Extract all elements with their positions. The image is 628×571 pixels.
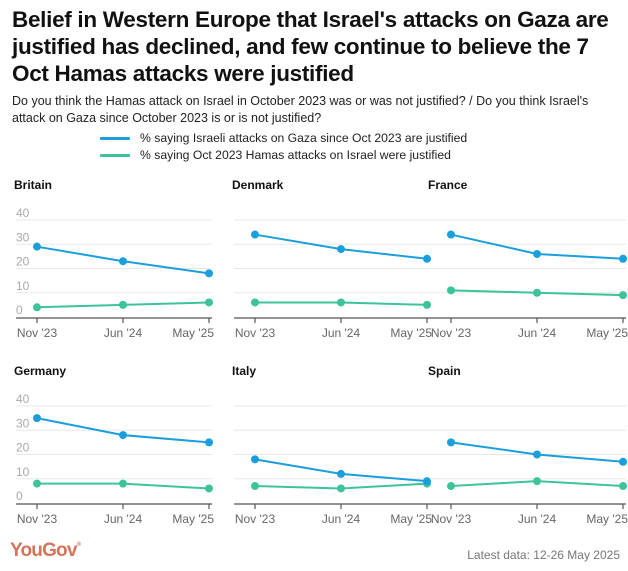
y-tick-label: 0 xyxy=(16,489,23,503)
hamas-data-point xyxy=(533,477,541,486)
y-tick-label: 20 xyxy=(16,255,30,269)
israel-data-point xyxy=(337,245,345,254)
hamas-data-point xyxy=(619,291,627,300)
panel-chart-svg: 0 10 20 30 40 Nov '23 Jun '24 May '25 xyxy=(16,392,214,526)
panel-britain: 0 10 20 30 40 Nov '23 Jun '24 May '25 Britain xyxy=(10,172,218,352)
hamas-data-point xyxy=(119,479,127,488)
israel-data-point xyxy=(619,457,627,466)
israel-data-point xyxy=(251,230,259,239)
panel-title: Denmark xyxy=(232,178,284,192)
israel-data-point xyxy=(423,254,431,263)
x-tick-label: May '25 xyxy=(172,512,214,526)
y-tick-label: 30 xyxy=(16,416,30,430)
legend-item-hamas: % saying Oct 2023 Hamas attacks on Israe… xyxy=(100,147,467,164)
israel-data-point xyxy=(33,242,41,251)
panel-title: Britain xyxy=(14,178,53,192)
y-tick-label: 10 xyxy=(16,465,30,479)
israel-data-point xyxy=(337,469,345,478)
y-tick-label: 40 xyxy=(16,392,30,406)
hamas-data-point xyxy=(251,482,259,491)
chart-subtitle: Do you think the Hamas attack on Israel … xyxy=(12,94,589,125)
panel-title: France xyxy=(428,178,468,192)
yougov-logo: YouGov® xyxy=(10,540,81,562)
x-tick-label: Nov '23 xyxy=(431,512,472,526)
hamas-data-point xyxy=(619,482,627,491)
hamas-data-point xyxy=(337,298,345,307)
panel-title: Italy xyxy=(232,364,257,378)
panel-chart-svg: 0 10 20 30 40 Nov '23 Jun '24 May '25 xyxy=(16,206,214,340)
israel-data-point xyxy=(619,254,627,263)
israel-data-point xyxy=(251,455,259,464)
israel-data-point xyxy=(119,257,127,266)
y-tick-label: 30 xyxy=(16,230,30,244)
x-tick-label: Nov '23 xyxy=(235,326,276,340)
legend-label-israel: % saying Israeli attacks on Gaza since O… xyxy=(140,131,468,145)
hamas-data-point xyxy=(205,298,213,307)
hamas-data-point xyxy=(33,479,41,488)
x-tick-label: Jun '24 xyxy=(322,512,361,526)
panel-germany: 0 10 20 30 40 Nov '23 Jun '24 May '25 Germany xyxy=(10,358,218,538)
hamas-data-point xyxy=(33,303,41,312)
panel-chart-svg: Nov '23 Jun '24 May '25 xyxy=(234,405,432,526)
hamas-data-point xyxy=(205,484,213,493)
hamas-data-point xyxy=(119,300,127,309)
hamas-data-point xyxy=(447,482,455,491)
x-tick-label: May '25 xyxy=(586,512,628,526)
x-tick-label: May '25 xyxy=(586,326,628,340)
panel-title: Germany xyxy=(14,364,67,378)
israel-data-point xyxy=(205,438,213,447)
israel-data-point xyxy=(205,269,213,278)
x-tick-label: Jun '24 xyxy=(518,512,557,526)
x-tick-label: Jun '24 xyxy=(322,326,361,340)
chart-title: Belief in Western Europe that Israel's a… xyxy=(12,7,609,86)
y-tick-label: 0 xyxy=(16,303,23,317)
registered-mark: ® xyxy=(76,542,81,548)
legend-label-hamas: % saying Oct 2023 Hamas attacks on Israe… xyxy=(140,148,451,162)
israel-data-point xyxy=(533,249,541,258)
panel-denmark: Nov '23 Jun '24 May '25 Denmark xyxy=(228,172,436,352)
hamas-data-point xyxy=(423,300,431,309)
israel-data-point xyxy=(447,438,455,447)
y-tick-label: 10 xyxy=(16,279,30,293)
panel-italy: Nov '23 Jun '24 May '25 Italy xyxy=(228,358,436,538)
x-tick-label: Jun '24 xyxy=(518,326,557,340)
x-tick-label: May '25 xyxy=(172,326,214,340)
panel-france: Nov '23 Jun '24 May '25 France xyxy=(424,172,628,352)
panel-chart-svg: Nov '23 Jun '24 May '25 xyxy=(234,219,432,340)
israel-data-point xyxy=(119,431,127,440)
panel-chart-svg: Nov '23 Jun '24 May '25 xyxy=(430,405,628,526)
latest-data-note: Latest data: 12-26 May 2025 xyxy=(467,548,620,562)
x-tick-label: May '25 xyxy=(390,512,432,526)
panel-title: Spain xyxy=(428,364,461,378)
y-tick-label: 40 xyxy=(16,206,30,220)
legend-swatch-israel xyxy=(100,137,130,140)
x-tick-label: Nov '23 xyxy=(235,512,276,526)
legend-item-israel: % saying Israeli attacks on Gaza since O… xyxy=(100,130,467,147)
israel-data-point xyxy=(533,450,541,459)
israel-data-point xyxy=(423,477,431,486)
hamas-data-point xyxy=(447,286,455,295)
x-tick-label: Nov '23 xyxy=(431,326,472,340)
legend: % saying Israeli attacks on Gaza since O… xyxy=(100,130,467,164)
logo-text: YouGov xyxy=(10,540,77,561)
hamas-data-point xyxy=(337,484,345,493)
panel-chart-svg: Nov '23 Jun '24 May '25 xyxy=(430,219,628,340)
panel-spain: Nov '23 Jun '24 May '25 Spain xyxy=(424,358,628,538)
x-tick-label: Jun '24 xyxy=(104,326,143,340)
x-tick-label: Nov '23 xyxy=(17,326,58,340)
hamas-data-point xyxy=(533,288,541,297)
y-tick-label: 20 xyxy=(16,441,30,455)
legend-swatch-hamas xyxy=(100,154,130,157)
x-tick-label: Nov '23 xyxy=(17,512,58,526)
israel-data-point xyxy=(33,414,41,423)
x-tick-label: May '25 xyxy=(390,326,432,340)
x-tick-label: Jun '24 xyxy=(104,512,143,526)
israel-data-point xyxy=(447,230,455,239)
hamas-data-point xyxy=(251,298,259,307)
